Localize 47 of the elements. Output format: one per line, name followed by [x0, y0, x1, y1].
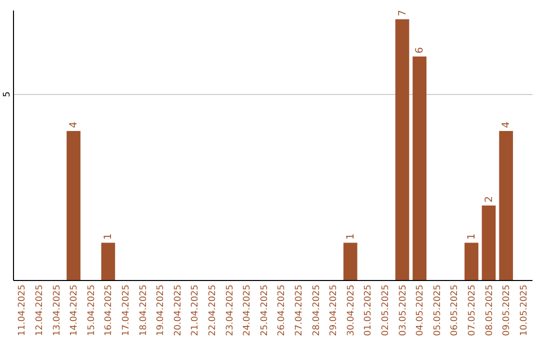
data-label: 2 — [484, 196, 495, 203]
x-tick-label: 15.04.2025 — [86, 284, 97, 336]
x-tick-label: 21.04.2025 — [190, 284, 201, 336]
x-tick-label: 29.04.2025 — [329, 284, 340, 336]
bar — [482, 206, 496, 280]
x-tick-label: 06.05.2025 — [450, 284, 460, 336]
x-tick-label: 09.05.2025 — [502, 284, 512, 336]
x-tick-label: 22.04.2025 — [208, 284, 218, 336]
bar — [66, 131, 80, 280]
x-tick-label: 05.05.2025 — [432, 284, 443, 336]
x-tick-label: 30.04.2025 — [346, 284, 356, 336]
x-tick-label: 26.04.2025 — [277, 284, 288, 336]
x-tick-label: 03.05.2025 — [398, 284, 408, 336]
bar — [101, 242, 116, 280]
x-tick-label: 23.04.2025 — [225, 284, 236, 336]
x-tick-label: 17.04.2025 — [121, 284, 132, 336]
x-tick-label: 08.05.2025 — [484, 284, 495, 336]
x-tick-label: 07.05.2025 — [467, 284, 478, 336]
x-tick-label: 11.04.2025 — [18, 284, 28, 336]
x-tick-label: 04.05.2025 — [416, 284, 426, 336]
bar — [412, 56, 426, 280]
x-tick-label: 10.05.2025 — [519, 284, 530, 336]
x-tick-label: 27.04.2025 — [294, 284, 304, 336]
x-tick-label: 25.04.2025 — [260, 284, 270, 336]
x-tick-label: 20.04.2025 — [173, 284, 184, 336]
data-label: 1 — [466, 233, 478, 240]
x-tick-label: 01.05.2025 — [364, 284, 374, 336]
data-label: 1 — [103, 233, 114, 240]
x-tick-label: 19.04.2025 — [156, 284, 166, 336]
x-tick-label: 16.04.2025 — [104, 284, 114, 336]
data-label: 4 — [68, 122, 80, 128]
bar — [395, 19, 410, 280]
data-label: 6 — [414, 47, 426, 54]
data-label: 4 — [501, 122, 512, 128]
y-tick-label: 5 — [2, 91, 12, 98]
bar — [499, 131, 513, 280]
data-label: 1 — [345, 233, 356, 240]
x-tick-label: 28.04.2025 — [312, 284, 322, 336]
x-tick-label: 24.04.2025 — [242, 284, 253, 336]
x-tick-label: 13.04.2025 — [52, 284, 62, 336]
data-label: 7 — [397, 10, 408, 16]
x-tick-label: 02.05.2025 — [380, 284, 391, 336]
x-tick-label: 12.04.2025 — [34, 284, 45, 336]
x-tick-label: 18.04.2025 — [138, 284, 149, 336]
bar — [343, 242, 358, 280]
x-tick-label: 14.04.2025 — [70, 284, 80, 336]
bar — [464, 242, 478, 280]
